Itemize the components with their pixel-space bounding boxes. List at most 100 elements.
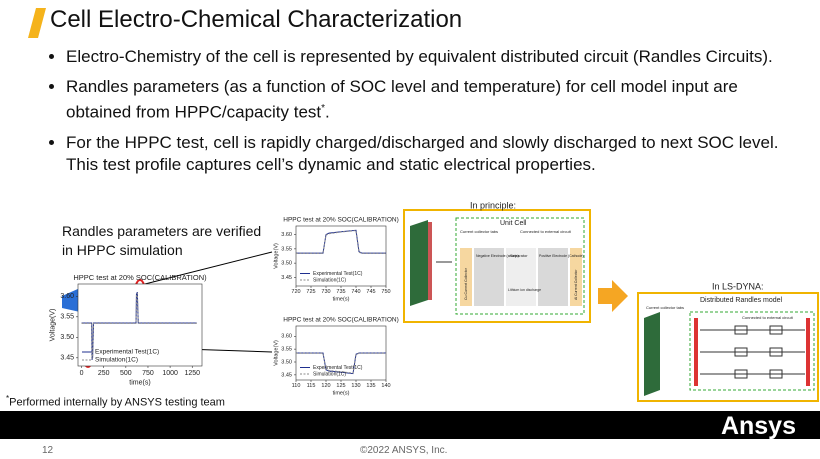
chart-title: HPPC test at 20% SOC(CALIBRATION) — [73, 273, 207, 282]
y-tick-label: 3.50 — [281, 359, 292, 365]
x-tick-label: 250 — [98, 370, 110, 377]
al-collector — [570, 248, 582, 306]
diagram-text: Cu Current Collector — [464, 267, 468, 300]
cathode — [538, 248, 568, 306]
x-axis-label: time(s) — [333, 297, 350, 303]
x-tick-label: 1000 — [162, 370, 178, 377]
y-tick-label: 3.60 — [281, 232, 292, 238]
slide-title: Cell Electro-Chemical Characterization — [50, 6, 463, 33]
y-tick-label: 3.45 — [281, 275, 292, 281]
bullet: Randles parameters (as a function of SOC… — [66, 76, 801, 124]
x-tick-label: 0 — [80, 370, 84, 377]
legend-label: Experimental Test(1C) — [313, 271, 363, 277]
footnote-mark: * — [321, 103, 326, 114]
diagram-text: Current collector tabs — [460, 229, 498, 234]
y-tick-label: 3.60 — [60, 293, 74, 300]
footnote-mark: * — [6, 394, 10, 403]
diagram-title: Distributed Randles model — [700, 297, 783, 304]
diagram-label: In principle: — [470, 200, 516, 210]
diagram-label: In LS-DYNA: — [712, 281, 764, 291]
cell-stack — [410, 220, 428, 306]
diagram-text: Negative Electrode (anode) — [476, 254, 519, 258]
x-tick-label: 735 — [336, 289, 345, 295]
diagram-frame — [637, 292, 819, 402]
circuit — [700, 325, 805, 379]
x-tick-label: 740 — [351, 289, 360, 295]
y-axis-label: Voltage(V) — [50, 309, 57, 342]
x-tick-label: 745 — [366, 289, 375, 295]
randles-box — [689, 311, 815, 391]
y-tick-label: 3.55 — [281, 347, 292, 353]
footer-bar — [0, 411, 820, 439]
legend-label: Simulation(1C) — [313, 277, 346, 283]
y-tick-label: 3.45 — [60, 355, 74, 362]
anode — [474, 248, 504, 306]
bullet-list: Electro-Chemistry of the cell is represe… — [48, 46, 801, 184]
separator — [506, 248, 536, 306]
y-axis-label: Voltage(V) — [274, 243, 280, 269]
x-tick-label: 725 — [306, 289, 315, 295]
legend-label: Simulation(1C) — [95, 357, 138, 364]
diagram-text: Connected to external circuit — [742, 315, 794, 320]
series-line — [81, 292, 197, 360]
arrow — [598, 280, 628, 312]
footnote-text: Performed internally by ANSYS testing te… — [9, 396, 225, 409]
series-line — [296, 352, 386, 374]
x-axis-label: time(s) — [129, 380, 150, 387]
bullet-text: Electro-Chemistry of the cell is represe… — [66, 47, 773, 66]
x-tick-label: 125 — [336, 383, 345, 389]
diagram-title: Unit Cell — [500, 220, 527, 227]
x-tick-label: 120 — [321, 383, 330, 389]
copyright: ©2022 ANSYS, Inc. — [360, 445, 448, 456]
cell-edge — [428, 222, 432, 300]
plot-frame — [77, 283, 203, 367]
diagram-text: Separator — [510, 253, 528, 258]
y-tick-label: 3.50 — [281, 261, 292, 267]
y-axis-label: Voltage(V) — [274, 340, 280, 366]
x-axis-label: time(s) — [333, 391, 350, 397]
page-number: 12 — [42, 445, 54, 456]
footnote: *Performed internally by ANSYS testing t… — [6, 394, 225, 409]
diagram-text: Al Current Collector — [574, 269, 578, 300]
bullet-text: . — [325, 102, 330, 122]
x-tick-label: 730 — [321, 289, 330, 295]
unit-cell-box — [455, 217, 585, 315]
x-tick-label: 750 — [142, 370, 154, 377]
diagram-text: Connected to external circuit — [520, 229, 572, 234]
x-tick-label: 110 — [292, 383, 301, 389]
legend-label: Experimental Test(1C) — [95, 349, 159, 356]
chart-title: HPPC test at 20% SOC(CALIBRATION) — [283, 217, 398, 224]
collector — [806, 318, 810, 386]
collector — [694, 318, 698, 386]
x-tick-label: 1250 — [184, 370, 200, 377]
plot-frame — [295, 225, 387, 287]
series-line — [296, 230, 386, 254]
callout-line — [144, 251, 273, 285]
x-tick-label: 130 — [351, 383, 360, 389]
y-tick-label: 3.50 — [60, 334, 74, 341]
y-tick-label: 3.60 — [281, 334, 292, 340]
bullet-text: Randles parameters (as a function of SOC… — [66, 77, 738, 122]
y-tick-label: 3.45 — [281, 372, 292, 378]
x-tick-label: 115 — [307, 383, 316, 389]
logo: Ansys — [720, 412, 796, 440]
title-accent — [28, 8, 46, 38]
x-tick-label: 750 — [381, 289, 390, 295]
side-note: Randles parameters are verified in HPPC … — [62, 223, 262, 258]
y-tick-label: 3.55 — [60, 314, 74, 321]
bullet-text: For the HPPC test, cell is rapidly charg… — [66, 132, 779, 174]
legend-label: Experimental Test(1C) — [313, 365, 363, 371]
x-tick-label: 135 — [366, 383, 375, 389]
x-tick-label: 720 — [291, 289, 300, 295]
x-tick-label: 500 — [120, 370, 132, 377]
bullet: Electro-Chemistry of the cell is represe… — [66, 46, 801, 68]
legend-label: Simulation(1C) — [313, 371, 346, 377]
x-tick-label: 140 — [381, 383, 390, 389]
diagram-text: Lithium ion discharge — [508, 288, 541, 292]
diagram-text: Positive Electrode (Cathode) — [539, 254, 584, 258]
diagram-text: Current collector tabs — [646, 305, 684, 310]
cell-stack — [644, 312, 660, 396]
bullet: For the HPPC test, cell is rapidly charg… — [66, 132, 801, 176]
